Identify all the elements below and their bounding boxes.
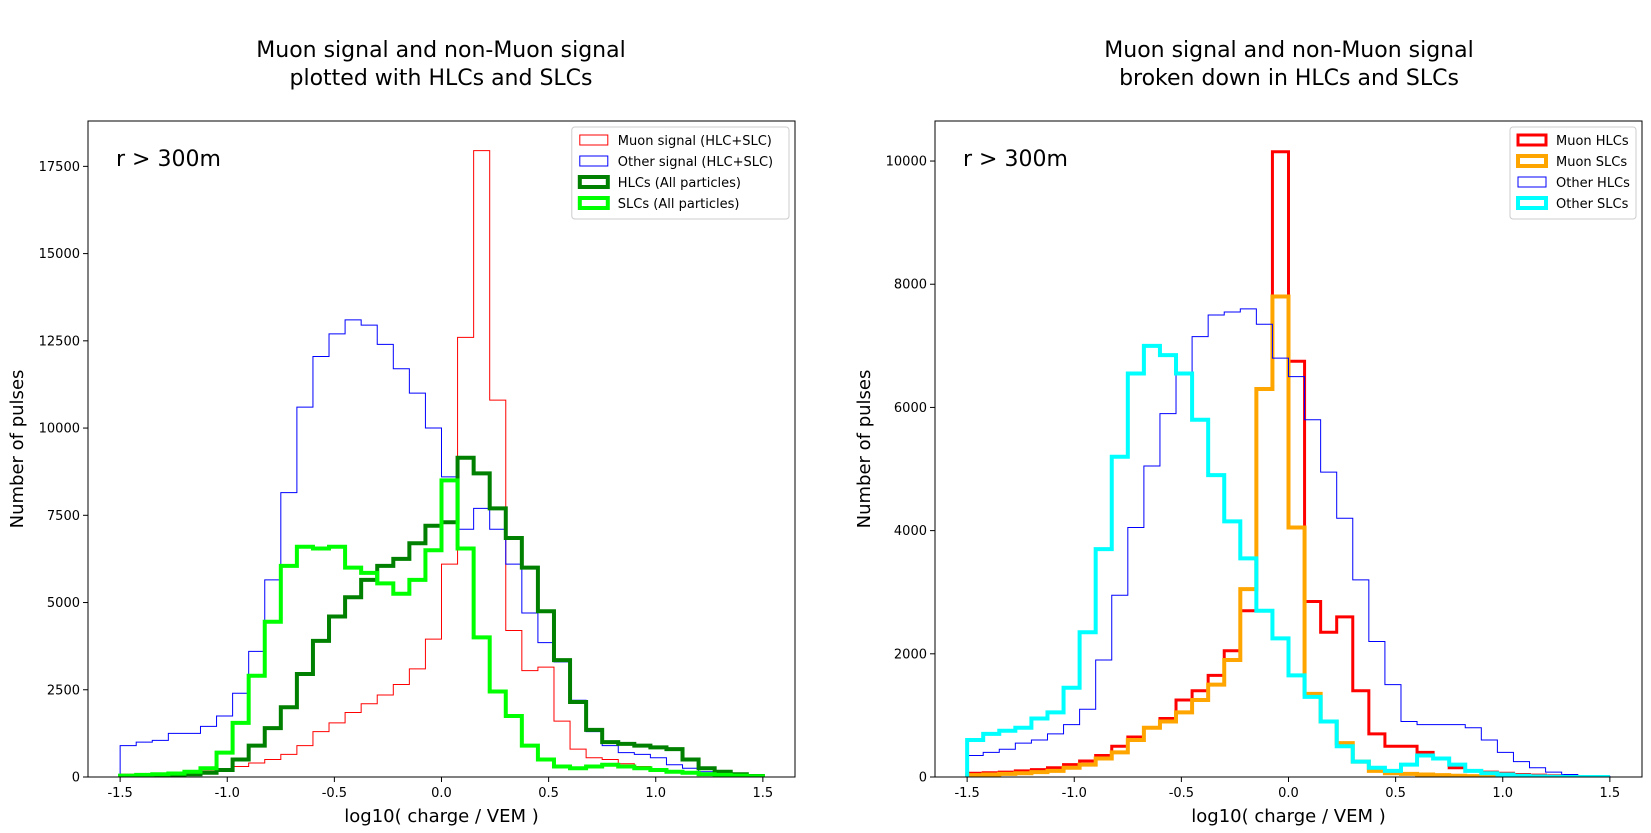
right-histogram-panel: Muon signal and non-Muon signal broken do… [854,38,1643,827]
legend-box [571,126,790,220]
y-tick-label: 0 [72,771,80,786]
y-axis-label: Number of pulses [7,370,28,529]
y-tick-label: 4000 [894,524,927,539]
legend-swatch [1516,154,1548,168]
y-tick-label: 10000 [886,155,927,170]
x-tick-label: -0.5 [1169,786,1194,801]
x-axis-label: log10( charge / VEM ) [1191,806,1385,827]
x-tick-label: 0.0 [431,786,452,801]
x-tick-label: 0.5 [1385,786,1406,801]
x-tick-label: 1.0 [1492,786,1513,801]
legend-label: SLCs (All particles) [618,197,740,212]
histogram-series-1 [119,319,764,777]
legend-label: Other SLCs [1556,197,1629,212]
chart-title-line: Muon signal and non-Muon signal [1104,38,1473,63]
x-axis-label: log10( charge / VEM ) [344,806,538,827]
y-tick-label: 8000 [894,278,927,293]
legend-label: Muon SLCs [1556,155,1627,170]
radius-annotation: r > 300m [963,147,1068,172]
y-tick-label: 15000 [39,247,80,262]
legend-swatch [577,175,610,189]
legend: Muon signal (HLC+SLC) Other signal (HLC+S… [571,126,790,220]
chart-title-line: Muon signal and non-Muon signal [256,38,625,63]
x-tick-label: -1.5 [954,786,979,801]
legend-label: Muon HLCs [1556,134,1629,149]
left-histogram-panel: Muon signal and non-Muon signal plotted w… [7,38,796,827]
series-group [118,150,765,777]
legend-swatch [1517,176,1547,188]
x-tick-label: -1.5 [107,786,132,801]
legend-swatch [1516,133,1548,147]
legend-swatch [579,134,609,146]
x-tick-label: 1.5 [1600,786,1621,801]
x-tick-label: 0.0 [1278,786,1299,801]
x-tick-label: 1.0 [645,786,666,801]
histogram-series-3 [118,478,765,777]
series-group [965,150,1611,777]
y-tick-label: 0 [919,771,927,786]
histogram-series-1 [965,294,1610,777]
y-tick-label: 10000 [39,422,80,437]
legend: Muon HLCs Muon SLCs Other HLCs Other SLCs [1509,126,1637,220]
histogram-series-2 [966,308,1611,777]
y-tick-label: 2500 [47,683,80,698]
chart-title-line: broken down in HLCs and SLCs [1119,66,1459,91]
y-tick-label: 5000 [47,596,80,611]
legend-swatch [577,196,610,210]
y-tick-label: 12500 [39,334,80,349]
histogram-series-3 [965,343,1610,777]
x-tick-label: -1.0 [1062,786,1087,801]
legend-label: Other HLCs [1556,176,1630,191]
y-axis-label: Number of pulses [854,370,875,529]
x-tick-label: -1.0 [215,786,240,801]
y-tick-label: 2000 [894,647,927,662]
legend-swatch [579,155,609,167]
legend-label: Other signal (HLC+SLC) [618,155,773,170]
legend-label: HLCs (All particles) [618,176,741,191]
y-tick-label: 7500 [47,509,80,524]
legend-label: Muon signal (HLC+SLC) [618,134,772,149]
chart-title-line: plotted with HLCs and SLCs [290,66,593,91]
x-tick-label: -0.5 [322,786,347,801]
x-tick-label: 0.5 [538,786,559,801]
x-tick-label: 1.5 [753,786,774,801]
radius-annotation: r > 300m [116,147,221,172]
y-tick-label: 17500 [39,160,80,175]
y-tick-label: 6000 [894,401,927,416]
legend-swatch [1516,196,1548,210]
